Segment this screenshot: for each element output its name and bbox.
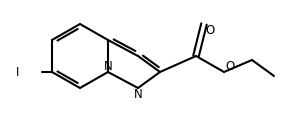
Text: N: N xyxy=(134,88,142,101)
Text: O: O xyxy=(206,23,215,36)
Text: O: O xyxy=(225,61,235,74)
Text: N: N xyxy=(103,59,112,72)
Text: I: I xyxy=(16,65,20,78)
